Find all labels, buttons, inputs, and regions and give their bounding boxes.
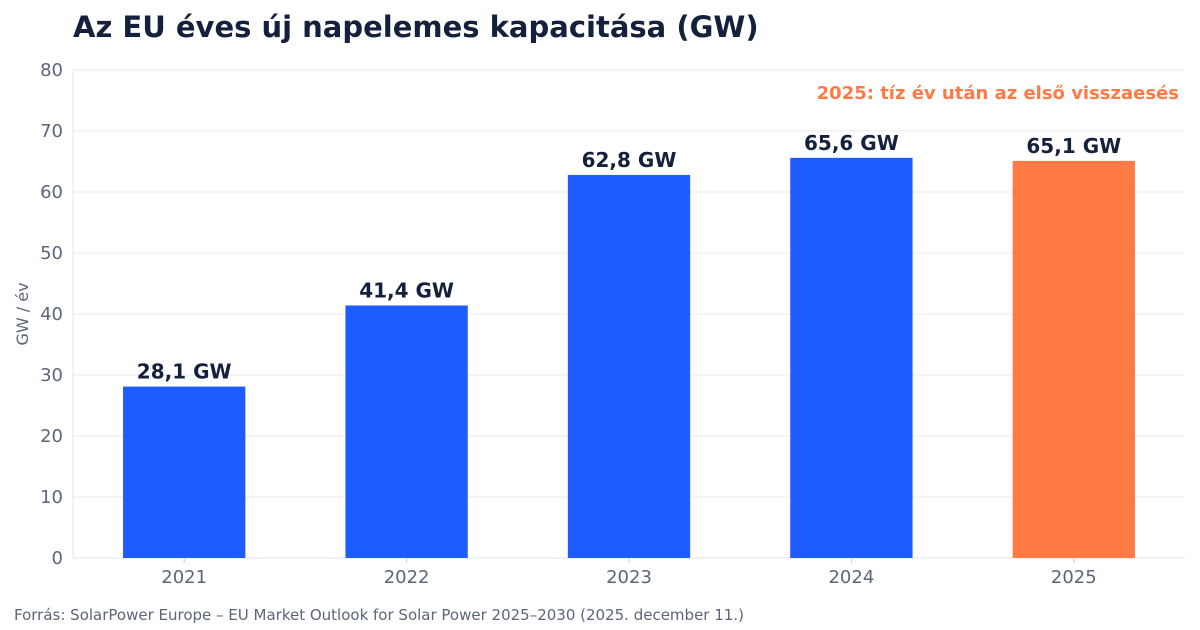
y-tick-label: 10	[40, 487, 63, 508]
y-tick-label: 40	[40, 304, 63, 325]
y-tick-label: 30	[40, 365, 63, 386]
chart-title: Az EU éves új napelemes kapacitása (GW)	[73, 10, 759, 44]
bar-value-label: 41,4 GW	[359, 278, 454, 302]
bar-value-label: 65,1 GW	[1026, 134, 1121, 158]
x-tick-label: 2022	[384, 567, 430, 588]
bar-2021	[123, 386, 246, 558]
y-tick-label: 0	[52, 548, 63, 569]
x-tick-label: 2024	[828, 567, 874, 588]
bar-2024	[790, 157, 913, 558]
y-axis-label: GW / év	[13, 282, 32, 345]
bar-2023	[567, 174, 691, 559]
bar-value-label: 28,1 GW	[137, 360, 232, 384]
y-tick-label: 50	[40, 243, 63, 264]
y-tick-label: 80	[40, 60, 63, 81]
bar-value-label: 65,6 GW	[804, 131, 899, 155]
bar-value-labels: 28,1 GW 41,4 GW 62,8 GW 65,6 GW 65,1 GW	[137, 131, 1121, 384]
y-tick-label: 70	[40, 121, 63, 142]
axes: 0 10 20 30 40 50 60 70 80 2021 2022 2023 2024 2025	[40, 60, 1185, 588]
bars	[123, 157, 1135, 559]
y-tick-label: 60	[40, 182, 63, 203]
x-tick-label: 2021	[161, 567, 207, 588]
x-tick-label: 2025	[1051, 567, 1097, 588]
bar-2022	[345, 305, 468, 558]
bar-value-label: 62,8 GW	[582, 148, 677, 172]
source-note: Forrás: SolarPower Europe – EU Market Ou…	[14, 606, 744, 624]
bar-2025	[1012, 160, 1135, 558]
y-tick-label: 20	[40, 426, 63, 447]
x-tick-label: 2023	[606, 567, 652, 588]
chart-annotation: 2025: tíz év után az első visszaesés	[817, 83, 1179, 104]
